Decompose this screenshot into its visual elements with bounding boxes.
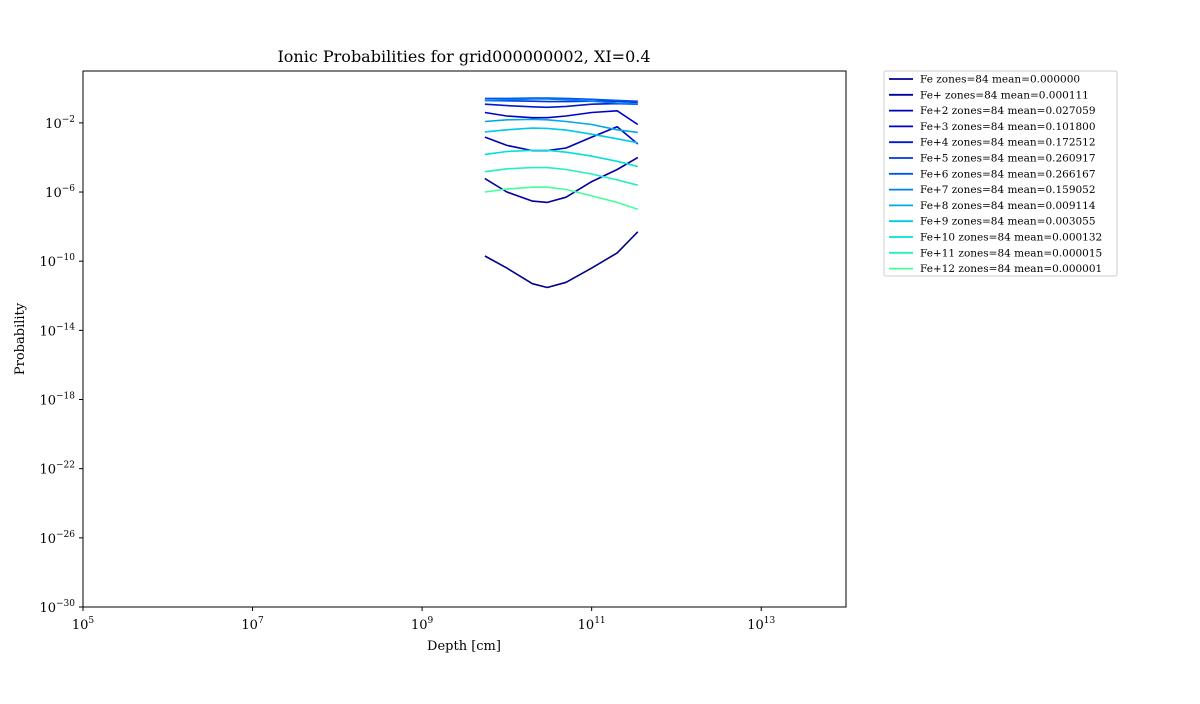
y-tick-label-1: 10−26 bbox=[39, 530, 75, 547]
y-axis-ticks: 10−30 10−26 10−22 10−18 10−14 10−10 10−6 10−2 bbox=[39, 115, 83, 616]
series-line-10 bbox=[484, 149, 638, 168]
series-layer bbox=[484, 97, 639, 289]
series-line-8 bbox=[484, 118, 638, 134]
legend-label-0: Fe zones=84 mean=0.000000 bbox=[920, 74, 1080, 86]
legend: Fe zones=84 mean=0.000000 Fe+ zones=84 me… bbox=[883, 70, 1118, 277]
legend-label-9: Fe+9 zones=84 mean=0.003055 bbox=[920, 216, 1096, 228]
legend-label-8: Fe+8 zones=84 mean=0.009114 bbox=[920, 200, 1096, 212]
x-axis-label: Depth [cm] bbox=[427, 639, 501, 654]
y-tick-label-7: 10−2 bbox=[45, 115, 75, 132]
y-tick-label-6: 10−6 bbox=[45, 184, 75, 201]
chart-title: Ionic Probabilities for grid000000002, X… bbox=[277, 47, 650, 66]
legend-box bbox=[883, 70, 1118, 277]
plot-area bbox=[82, 70, 847, 608]
legend-label-6: Fe+6 zones=84 mean=0.266167 bbox=[920, 168, 1096, 180]
y-tick-label-4: 10−14 bbox=[39, 322, 75, 339]
y-tick-label-2: 10−22 bbox=[39, 461, 75, 478]
series-line-6 bbox=[484, 97, 638, 102]
legend-label-4: Fe+4 zones=84 mean=0.172512 bbox=[920, 137, 1096, 149]
legend-label-1: Fe+ zones=84 mean=0.000111 bbox=[920, 89, 1089, 101]
x-axis-ticks: 105 107 109 1011 1013 bbox=[72, 607, 775, 633]
series-line-11 bbox=[484, 166, 638, 186]
y-axis-label: Probability bbox=[13, 302, 28, 375]
series-line-4 bbox=[484, 102, 638, 109]
x-tick-label-3: 1011 bbox=[578, 616, 606, 633]
legend-label-2: Fe+2 zones=84 mean=0.027059 bbox=[920, 105, 1096, 117]
x-tick-label-4: 1013 bbox=[747, 616, 775, 633]
y-tick-label-0: 10−30 bbox=[39, 599, 75, 616]
series-line-9 bbox=[484, 127, 638, 144]
legend-label-7: Fe+7 zones=84 mean=0.159052 bbox=[920, 184, 1096, 196]
legend-label-10: Fe+10 zones=84 mean=0.000132 bbox=[920, 232, 1102, 244]
x-tick-label-0: 105 bbox=[72, 616, 95, 633]
x-tick-label-1: 107 bbox=[241, 616, 264, 633]
legend-label-12: Fe+12 zones=84 mean=0.000001 bbox=[920, 263, 1102, 275]
legend-label-3: Fe+3 zones=84 mean=0.101800 bbox=[920, 121, 1096, 133]
series-line-12 bbox=[484, 186, 639, 211]
series-line-3 bbox=[484, 110, 639, 126]
y-tick-label-5: 10−10 bbox=[39, 253, 75, 270]
legend-label-11: Fe+11 zones=84 mean=0.000015 bbox=[920, 247, 1102, 259]
y-tick-label-3: 10−18 bbox=[39, 392, 75, 409]
x-tick-label-2: 109 bbox=[411, 616, 434, 633]
series-line-5 bbox=[484, 99, 638, 104]
legend-label-5: Fe+5 zones=84 mean=0.260917 bbox=[920, 153, 1096, 165]
legend-items: Fe zones=84 mean=0.000000 Fe+ zones=84 me… bbox=[889, 74, 1102, 275]
series-line-0 bbox=[484, 231, 639, 289]
series-line-7 bbox=[484, 98, 638, 105]
series-line-1 bbox=[484, 156, 639, 204]
